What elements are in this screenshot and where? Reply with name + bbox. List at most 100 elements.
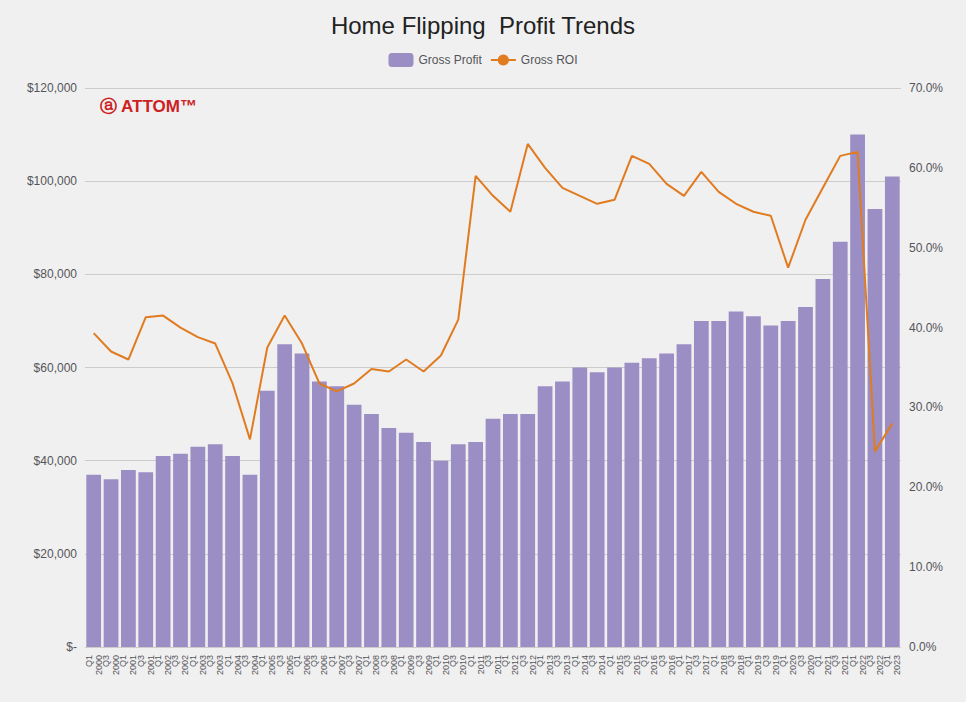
svg-text:2005: 2005 <box>284 655 295 675</box>
svg-text:Q1: Q1 <box>743 655 753 667</box>
svg-text:2014: 2014 <box>597 655 608 675</box>
svg-text:Q1: Q1 <box>466 655 476 667</box>
svg-text:$40,000: $40,000 <box>34 454 78 468</box>
svg-text:Q3: Q3 <box>275 655 285 667</box>
svg-text:2001: 2001 <box>128 655 139 675</box>
svg-text:10.0%: 10.0% <box>909 560 943 574</box>
svg-text:Q1: Q1 <box>535 655 545 667</box>
svg-text:Q1: Q1 <box>118 655 128 667</box>
svg-text:Q1: Q1 <box>257 655 267 667</box>
svg-text:Home Flipping Profit Trends: Home Flipping Profit Trends <box>331 12 635 39</box>
svg-text:Q3: Q3 <box>101 655 111 667</box>
svg-text:Q3: Q3 <box>865 655 875 667</box>
svg-text:2015: 2015 <box>631 655 642 675</box>
svg-text:2009: 2009 <box>406 655 417 675</box>
svg-text:2002: 2002 <box>163 655 174 675</box>
svg-text:Q3: Q3 <box>657 655 667 667</box>
svg-text:2014: 2014 <box>579 655 590 675</box>
svg-text:2001: 2001 <box>145 655 156 675</box>
svg-text:Q3: Q3 <box>552 655 562 667</box>
svg-text:Q1: Q1 <box>153 655 163 667</box>
svg-text:Q1: Q1 <box>361 655 371 667</box>
svg-text:2009: 2009 <box>423 655 434 675</box>
svg-text:Q3: Q3 <box>518 655 528 667</box>
svg-text:60.0%: 60.0% <box>909 161 943 175</box>
svg-text:0.0%: 0.0% <box>909 640 937 654</box>
svg-text:2008: 2008 <box>388 655 399 675</box>
svg-text:Q3: Q3 <box>240 655 250 667</box>
svg-text:40.0%: 40.0% <box>909 321 943 335</box>
svg-text:2010: 2010 <box>458 655 469 675</box>
svg-text:2018: 2018 <box>718 655 729 675</box>
svg-text:$20,000: $20,000 <box>34 547 78 561</box>
svg-text:Q1: Q1 <box>709 655 719 667</box>
svg-text:Q3: Q3 <box>379 655 389 667</box>
svg-text:Q1: Q1 <box>327 655 337 667</box>
svg-text:$100,000: $100,000 <box>27 174 77 188</box>
svg-text:Q1: Q1 <box>431 655 441 667</box>
svg-text:2003: 2003 <box>215 655 226 675</box>
svg-text:Q3: Q3 <box>170 655 180 667</box>
svg-text:Q3: Q3 <box>622 655 632 667</box>
svg-text:2008: 2008 <box>371 655 382 675</box>
svg-text:2006: 2006 <box>319 655 330 675</box>
svg-text:Q3: Q3 <box>344 655 354 667</box>
svg-text:2010: 2010 <box>440 655 451 675</box>
svg-text:Q1: Q1 <box>848 655 858 667</box>
svg-text:2005: 2005 <box>267 655 278 675</box>
svg-text:50.0%: 50.0% <box>909 241 943 255</box>
svg-text:Q3: Q3 <box>726 655 736 667</box>
svg-text:Q1: Q1 <box>396 655 406 667</box>
svg-text:2012: 2012 <box>527 655 538 675</box>
svg-text:Q1: Q1 <box>639 655 649 667</box>
svg-text:2002: 2002 <box>180 655 191 675</box>
svg-text:30.0%: 30.0% <box>909 400 943 414</box>
svg-text:Q3: Q3 <box>796 655 806 667</box>
svg-text:2007: 2007 <box>354 655 365 675</box>
svg-text:Q1: Q1 <box>500 655 510 667</box>
svg-text:$60,000: $60,000 <box>34 361 78 375</box>
svg-text:Q3: Q3 <box>830 655 840 667</box>
svg-text:$120,000: $120,000 <box>27 81 77 95</box>
svg-text:2017: 2017 <box>701 655 712 675</box>
svg-text:Q1: Q1 <box>84 655 94 667</box>
svg-text:2004: 2004 <box>232 655 243 675</box>
svg-text:Q3: Q3 <box>483 655 493 667</box>
svg-text:Q3: Q3 <box>309 655 319 667</box>
svg-text:2012: 2012 <box>510 655 521 675</box>
svg-text:20.0%: 20.0% <box>909 480 943 494</box>
svg-text:2023: 2023 <box>892 655 902 675</box>
svg-text:Q3: Q3 <box>414 655 424 667</box>
svg-text:Q3: Q3 <box>587 655 597 667</box>
svg-text:Q3: Q3 <box>136 655 146 667</box>
svg-text:Q1: Q1 <box>292 655 302 667</box>
svg-text:Q3: Q3 <box>691 655 701 667</box>
svg-text:2013: 2013 <box>562 655 573 675</box>
svg-text:Q3: Q3 <box>761 655 771 667</box>
svg-text:Gross Profit: Gross Profit <box>418 53 482 67</box>
svg-text:2003: 2003 <box>197 655 208 675</box>
svg-text:Q1: Q1 <box>570 655 580 667</box>
svg-text:Q1: Q1 <box>813 655 823 667</box>
svg-text:Q1: Q1 <box>674 655 684 667</box>
svg-text:$-: $- <box>66 640 77 654</box>
svg-text:Q1: Q1 <box>882 655 892 667</box>
svg-text:2016: 2016 <box>666 655 677 675</box>
svg-text:Q1: Q1 <box>605 655 615 667</box>
svg-text:Q1: Q1 <box>223 655 233 667</box>
svg-text:2013: 2013 <box>545 655 556 675</box>
svg-text:70.0%: 70.0% <box>909 81 943 95</box>
svg-text:$80,000: $80,000 <box>34 267 78 281</box>
svg-text:2011: 2011 <box>475 655 486 675</box>
svg-text:Q1: Q1 <box>778 655 788 667</box>
svg-text:Q3: Q3 <box>448 655 458 667</box>
svg-text:Q1: Q1 <box>188 655 198 667</box>
svg-text:2004: 2004 <box>249 655 260 675</box>
svg-text:2016: 2016 <box>649 655 660 675</box>
svg-text:Gross ROI: Gross ROI <box>521 53 578 67</box>
svg-text:2000: 2000 <box>93 655 104 675</box>
svg-text:2015: 2015 <box>614 655 625 675</box>
svg-text:2007: 2007 <box>336 655 347 675</box>
svg-text:ⓐ ATTOM™: ⓐ ATTOM™ <box>100 97 197 116</box>
svg-text:Q3: Q3 <box>205 655 215 667</box>
